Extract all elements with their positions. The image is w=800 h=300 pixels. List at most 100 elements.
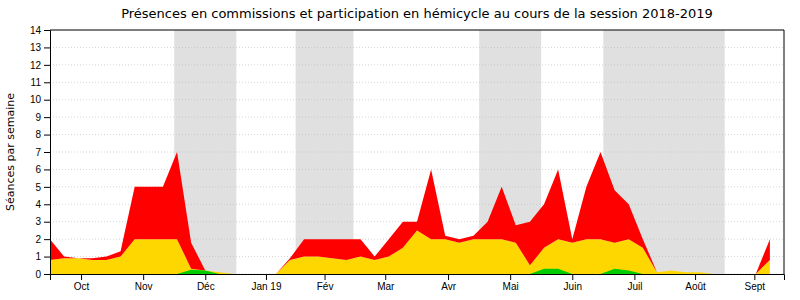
x-tick: Jan 19 — [251, 274, 281, 292]
y-tick-mark — [44, 135, 50, 136]
y-tick: 3 — [35, 216, 50, 227]
x-tick-mark — [325, 274, 326, 280]
y-tick-mark — [44, 82, 50, 83]
y-axis: 01234567891011121314 — [30, 25, 51, 280]
x-tick-mark — [385, 274, 386, 280]
x-tick-label: Juin — [564, 281, 582, 292]
x-tick: Fév — [317, 274, 334, 292]
y-tick-label: 2 — [35, 234, 41, 245]
x-tick-label: Déc — [197, 281, 215, 292]
y-tick-mark — [44, 257, 50, 258]
x-tick: Nov — [135, 274, 153, 292]
grid-line — [50, 152, 784, 153]
area — [50, 152, 770, 274]
y-tick: 14 — [30, 25, 50, 36]
y-tick-mark — [44, 65, 50, 66]
y-tick-label: 6 — [35, 164, 41, 175]
grid-line — [50, 47, 784, 48]
y-tick: 8 — [35, 129, 50, 140]
x-tick-label: Jan 19 — [251, 281, 281, 292]
y-tick-label: 3 — [35, 216, 41, 227]
y-tick: 11 — [31, 77, 50, 88]
area — [50, 269, 770, 274]
plot: Oct Nov Déc Jan 19 Fév Mar Avr Mai Juin Juil Août S… — [30, 25, 785, 292]
grid-line — [50, 64, 784, 65]
y-axis-title: Séances par semaine — [4, 93, 17, 211]
chart: Oct Nov Déc Jan 19 Fév Mar Avr Mai Juin Juil Août S… — [0, 0, 800, 300]
y-tick-mark — [44, 30, 50, 31]
y-tick-label: 8 — [35, 129, 41, 140]
y-tick: 4 — [35, 199, 50, 210]
y-tick-label: 12 — [30, 60, 42, 71]
x-tick-label: Mai — [503, 281, 519, 292]
x-axis-line — [51, 275, 785, 281]
grid-line — [50, 134, 784, 135]
y-tick: 10 — [30, 94, 50, 105]
x-tick-label: Nov — [135, 281, 153, 292]
x-tick: Août — [685, 274, 706, 292]
x-tick-label: Mar — [377, 281, 395, 292]
x-tick-mark — [143, 274, 144, 280]
y-tick-label: 10 — [30, 94, 42, 105]
x-axis: Oct Nov Déc Jan 19 Fév Mar Avr Mai Juin Juil Août S… — [51, 274, 785, 292]
y-tick-mark — [44, 274, 50, 275]
title: Présences en commissions et participatio… — [121, 6, 713, 21]
y-tick-label: 5 — [35, 182, 41, 193]
x-tick-mark — [448, 274, 449, 280]
y-tick: 6 — [35, 164, 50, 175]
y-tick-mark — [44, 222, 50, 223]
y-tick-label: 7 — [35, 147, 41, 158]
grid-line — [50, 30, 784, 31]
grid-line — [50, 99, 784, 100]
x-tick-mark — [695, 274, 696, 280]
grid-line — [50, 117, 784, 118]
y-tick-mark — [44, 239, 50, 240]
x-tick-mark — [754, 274, 755, 280]
y-tick-label: 13 — [30, 42, 42, 53]
x-tick: Juil — [627, 274, 642, 292]
x-tick-label: Août — [685, 281, 706, 292]
frame-right — [784, 30, 785, 274]
x-tick-mark — [572, 274, 573, 280]
x-tick: Mar — [377, 274, 395, 292]
x-tick-label: Juil — [627, 281, 642, 292]
frame-top — [50, 30, 784, 31]
y-tick-label: 4 — [35, 199, 41, 210]
x-tick-label: Avr — [441, 281, 456, 292]
x-tick-label: Fév — [317, 281, 334, 292]
y-tick-label: 9 — [35, 112, 41, 123]
y-tick: 13 — [30, 42, 50, 53]
y-tick-label: 14 — [30, 25, 42, 36]
y-tick-mark — [44, 187, 50, 188]
x-tick-label: Sept — [745, 281, 766, 292]
x-tick: Mai — [503, 274, 519, 292]
grid-line — [50, 169, 784, 170]
x-tick-mark — [81, 274, 82, 280]
x-tick: Avr — [441, 274, 456, 292]
y-tick: 5 — [35, 182, 50, 193]
y-tick-mark — [44, 169, 50, 170]
x-tick: Oct — [74, 274, 90, 292]
x-tick-mark — [266, 274, 267, 280]
y-tick-label: 1 — [35, 251, 41, 262]
y-tick-mark — [44, 117, 50, 118]
y-axis-line — [44, 31, 51, 275]
marks — [50, 30, 784, 274]
y-tick: 7 — [35, 147, 50, 158]
x-tick-label: Oct — [74, 281, 90, 292]
y-tick: 2 — [35, 234, 50, 245]
y-tick-mark — [44, 152, 50, 153]
x-tick: Juin — [564, 274, 582, 292]
y-tick: 9 — [35, 112, 50, 123]
y-tick-mark — [44, 204, 50, 205]
grid-line — [50, 82, 784, 83]
y-tick-mark — [44, 100, 50, 101]
x-tick: Déc — [197, 274, 215, 292]
y-tick-label: 11 — [31, 77, 42, 88]
x-tick-mark — [205, 274, 206, 280]
x-tick-mark — [634, 274, 635, 280]
y-tick: 1 — [35, 251, 50, 262]
x-tick: Sept — [745, 274, 766, 292]
y-tick-mark — [44, 47, 50, 48]
y-tick: 0 — [35, 269, 50, 280]
